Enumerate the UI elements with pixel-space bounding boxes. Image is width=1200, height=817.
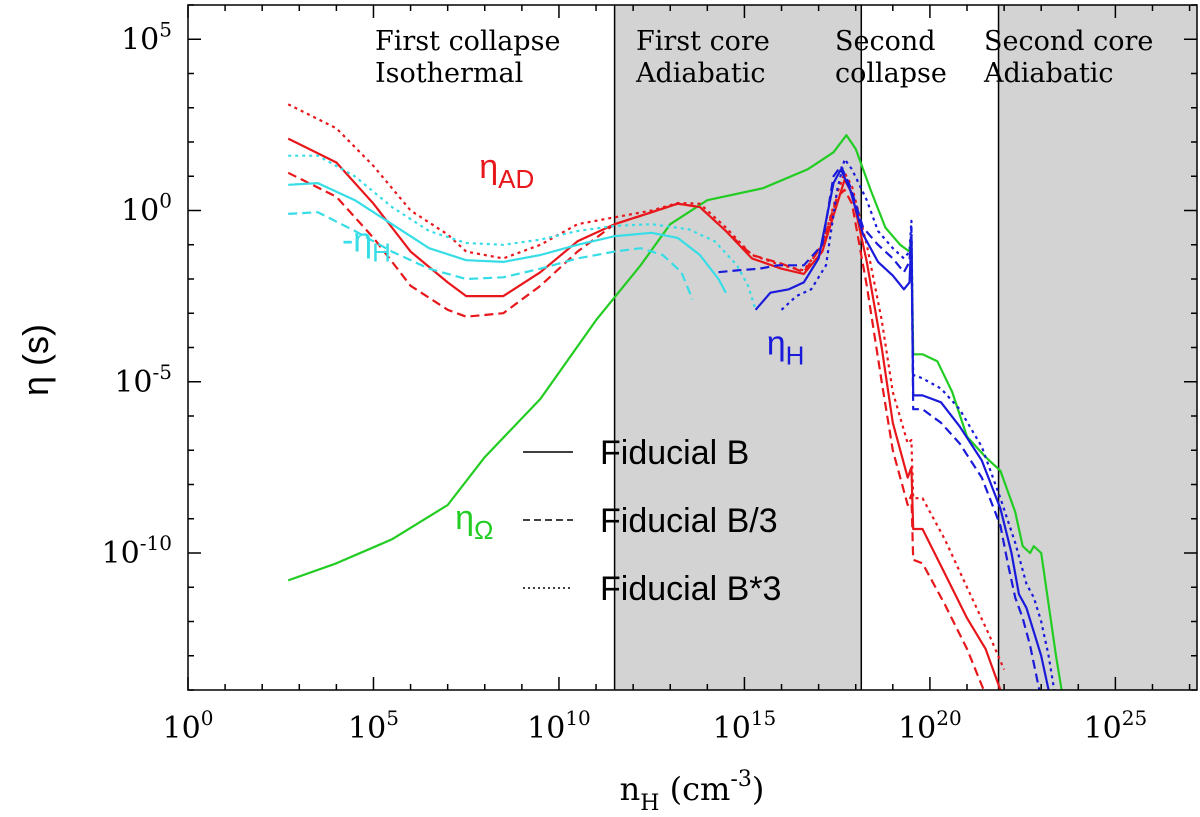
phase-label-second-core: Second core Adiabatic [983, 26, 1153, 89]
legend-label: Fiducial B*3 [600, 570, 781, 608]
series-eta-omega [287, 134, 1063, 691]
curve-label-minus-eta-h: -ηH [342, 222, 391, 268]
phase-region-first-core [614, 5, 862, 690]
phase-label-second-collapse: Second collapse [835, 26, 947, 89]
y-tick-label: 100 [121, 189, 172, 229]
y-axis-label: η (s) [15, 324, 56, 396]
x-tick-label: 1020 [898, 706, 962, 746]
phase-label-first-core: First core Adiabatic [635, 26, 770, 89]
series-eta-ad-b3 [287, 171, 985, 691]
y-tick-label: 10-5 [114, 360, 172, 400]
curve-label-eta-omega: ηΩ [455, 499, 493, 545]
legend-label: Fiducial B/3 [600, 502, 778, 540]
curve-label-eta-h: ηH [767, 324, 805, 370]
x-tick-label: 1010 [527, 706, 591, 746]
curve-label-eta-ad: ηAD [479, 148, 534, 194]
x-axis-label: nH (cm-3) [620, 767, 765, 816]
series-minus-eta-h-fid [288, 182, 727, 294]
y-tick-label: 10-10 [102, 531, 172, 571]
series-eta-h-bx3 [780, 158, 1056, 691]
phase-region-second-core [998, 5, 1197, 690]
x-tick-label: 1015 [713, 706, 777, 746]
phase-label-first-collapse: First collapse Isothermal [375, 26, 560, 89]
x-tick-label: 105 [348, 706, 399, 746]
x-tick-label: 100 [163, 706, 214, 746]
x-tick-label: 1025 [1084, 706, 1148, 746]
plot-frame [187, 4, 1198, 691]
legend-label: Fiducial B [600, 434, 749, 472]
series-eta-h-fid [754, 168, 1050, 691]
series-eta-ad-bx3 [287, 103, 1006, 670]
series-minus-eta-h-b3 [288, 211, 694, 300]
series-eta-h-b3 [718, 164, 1041, 691]
y-tick-label: 105 [121, 17, 172, 57]
